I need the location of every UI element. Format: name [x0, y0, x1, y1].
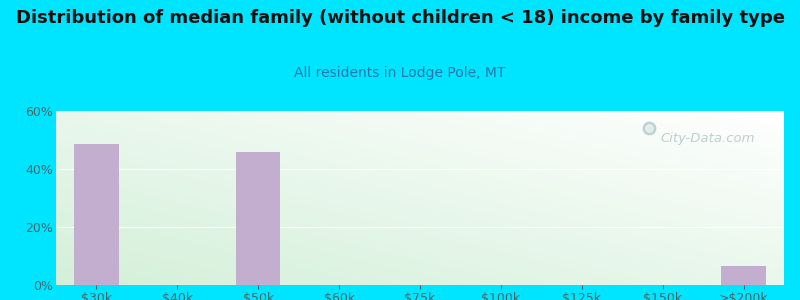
Bar	[74, 144, 118, 285]
Bar	[722, 266, 766, 285]
Text: City-Data.com: City-Data.com	[660, 132, 754, 145]
Text: All residents in Lodge Pole, MT: All residents in Lodge Pole, MT	[294, 66, 506, 80]
Bar	[236, 152, 281, 285]
Text: Distribution of median family (without children < 18) income by family type: Distribution of median family (without c…	[15, 9, 785, 27]
